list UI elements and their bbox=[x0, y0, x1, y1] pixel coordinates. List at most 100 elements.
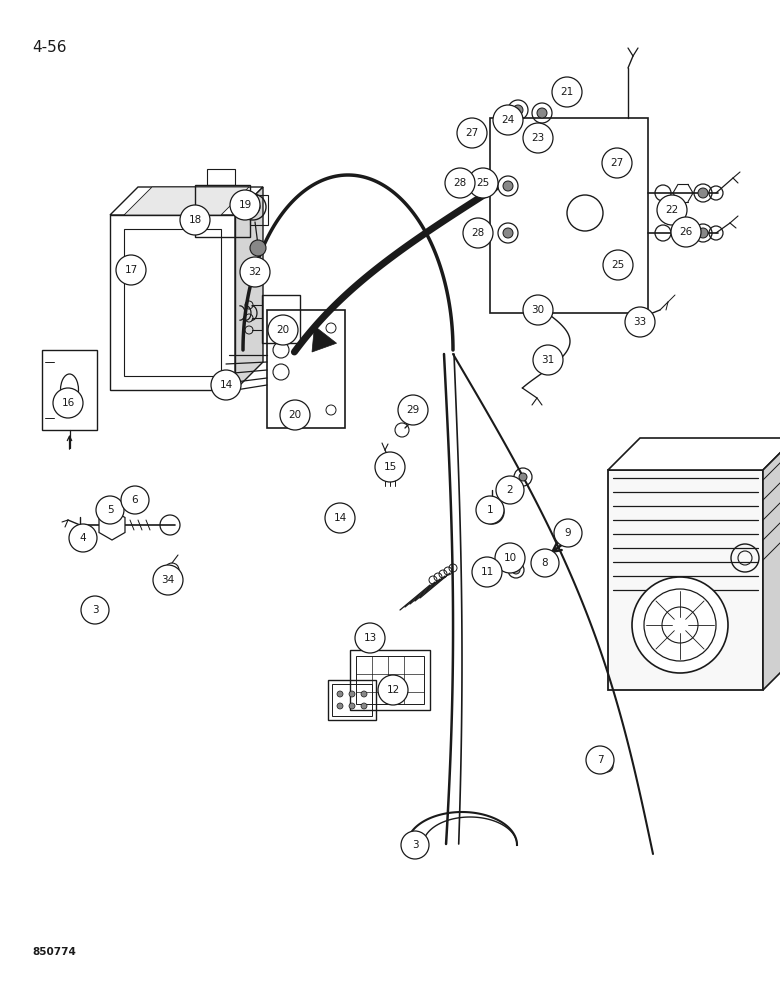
Circle shape bbox=[552, 77, 582, 107]
Text: 16: 16 bbox=[62, 398, 75, 408]
Circle shape bbox=[495, 543, 525, 573]
Circle shape bbox=[337, 703, 343, 709]
Bar bbox=[350, 650, 430, 710]
Text: 30: 30 bbox=[531, 305, 544, 315]
Text: 27: 27 bbox=[611, 158, 624, 168]
Text: 33: 33 bbox=[633, 317, 647, 327]
Circle shape bbox=[401, 831, 429, 859]
Text: 31: 31 bbox=[541, 355, 555, 365]
Text: 4: 4 bbox=[80, 533, 87, 543]
Circle shape bbox=[531, 549, 559, 577]
Bar bbox=[356, 656, 424, 704]
Circle shape bbox=[349, 703, 355, 709]
Text: 850774: 850774 bbox=[32, 947, 76, 957]
Circle shape bbox=[563, 530, 571, 538]
Circle shape bbox=[472, 557, 502, 587]
Text: 18: 18 bbox=[189, 215, 201, 225]
Text: 28: 28 bbox=[453, 178, 466, 188]
Circle shape bbox=[268, 315, 298, 345]
Circle shape bbox=[486, 506, 498, 518]
Circle shape bbox=[671, 217, 701, 247]
Circle shape bbox=[554, 519, 582, 547]
Bar bbox=[267, 310, 345, 428]
Text: 25: 25 bbox=[612, 260, 625, 270]
Circle shape bbox=[398, 395, 428, 425]
Text: 23: 23 bbox=[531, 133, 544, 143]
Text: 13: 13 bbox=[363, 633, 377, 643]
Bar bbox=[207, 169, 235, 185]
Circle shape bbox=[503, 181, 513, 191]
Bar bbox=[42, 350, 97, 430]
Circle shape bbox=[69, 524, 97, 552]
Circle shape bbox=[496, 476, 524, 504]
Circle shape bbox=[603, 250, 633, 280]
Text: 10: 10 bbox=[503, 553, 516, 563]
Text: 12: 12 bbox=[386, 685, 399, 695]
Circle shape bbox=[468, 168, 498, 198]
Bar bbox=[490, 118, 648, 313]
Bar bbox=[328, 680, 376, 720]
Circle shape bbox=[361, 703, 367, 709]
Text: 9: 9 bbox=[565, 528, 571, 538]
Circle shape bbox=[325, 503, 355, 533]
Circle shape bbox=[240, 257, 270, 287]
Circle shape bbox=[698, 188, 708, 198]
Circle shape bbox=[375, 452, 405, 482]
Circle shape bbox=[246, 200, 260, 214]
Text: 4-56: 4-56 bbox=[32, 40, 66, 55]
Circle shape bbox=[53, 388, 83, 418]
Circle shape bbox=[537, 108, 547, 118]
Circle shape bbox=[180, 205, 210, 235]
Circle shape bbox=[81, 596, 109, 624]
Circle shape bbox=[540, 557, 550, 567]
Circle shape bbox=[632, 577, 728, 673]
Circle shape bbox=[378, 675, 408, 705]
Text: 22: 22 bbox=[665, 205, 679, 215]
Bar bbox=[250, 195, 268, 225]
Circle shape bbox=[657, 195, 687, 225]
Circle shape bbox=[116, 255, 146, 285]
Circle shape bbox=[503, 228, 513, 238]
Text: 28: 28 bbox=[471, 228, 484, 238]
Text: 32: 32 bbox=[248, 267, 261, 277]
Text: 5: 5 bbox=[107, 505, 113, 515]
Text: 24: 24 bbox=[502, 115, 515, 125]
Text: 6: 6 bbox=[132, 495, 138, 505]
Text: 20: 20 bbox=[276, 325, 289, 335]
Bar bbox=[262, 295, 300, 343]
Text: 2: 2 bbox=[507, 485, 513, 495]
Polygon shape bbox=[99, 510, 125, 540]
Polygon shape bbox=[124, 187, 249, 215]
Circle shape bbox=[280, 400, 310, 430]
Circle shape bbox=[512, 566, 520, 574]
Text: 8: 8 bbox=[541, 558, 548, 568]
Circle shape bbox=[457, 118, 487, 148]
Bar bbox=[124, 229, 221, 376]
Polygon shape bbox=[763, 438, 780, 690]
Text: 20: 20 bbox=[289, 410, 302, 420]
Circle shape bbox=[493, 105, 523, 135]
Polygon shape bbox=[235, 187, 263, 390]
Circle shape bbox=[523, 123, 553, 153]
Text: 14: 14 bbox=[219, 380, 232, 390]
Circle shape bbox=[361, 691, 367, 697]
Circle shape bbox=[533, 345, 563, 375]
Text: 25: 25 bbox=[477, 178, 490, 188]
Bar bbox=[332, 684, 372, 716]
Text: 27: 27 bbox=[466, 128, 479, 138]
Circle shape bbox=[349, 691, 355, 697]
Polygon shape bbox=[312, 326, 336, 352]
Polygon shape bbox=[110, 187, 263, 215]
Text: 21: 21 bbox=[560, 87, 573, 97]
Text: 3: 3 bbox=[412, 840, 418, 850]
Bar bbox=[608, 470, 763, 690]
Text: 11: 11 bbox=[480, 567, 494, 577]
Circle shape bbox=[523, 295, 553, 325]
Bar bbox=[110, 215, 235, 390]
Text: 34: 34 bbox=[161, 575, 175, 585]
Circle shape bbox=[519, 473, 527, 481]
Circle shape bbox=[96, 496, 124, 524]
Circle shape bbox=[698, 228, 708, 238]
Circle shape bbox=[153, 565, 183, 595]
Circle shape bbox=[211, 370, 241, 400]
